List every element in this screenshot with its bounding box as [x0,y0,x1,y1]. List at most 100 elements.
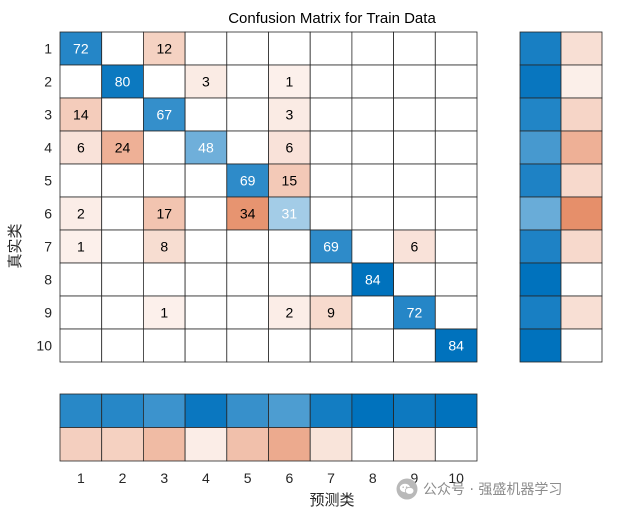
matrix-cell-3-5 [226,97,269,132]
matrix-cell-7-7 [309,229,353,264]
matrix-cell-5-4 [184,163,228,198]
cell-value: 69 [240,173,256,189]
row-summary-incorrect-6 [560,196,603,231]
matrix-cell-6-3 [142,196,186,231]
col-summary-correct-10 [434,393,478,428]
matrix-cell-9-1 [59,295,103,330]
x-tick-label: 10 [448,470,464,486]
cell-value: 9 [327,305,335,321]
cell-value: 15 [282,173,298,189]
matrix-cell-7-8 [351,229,394,264]
matrix-cell-5-1 [59,163,103,198]
matrix-cell-7-9 [393,229,436,264]
x-tick-label: 6 [285,470,293,486]
matrix-cell-8-9 [393,262,436,297]
matrix-cell-1-10 [434,31,478,66]
matrix-cell-10-4 [184,328,228,363]
cell-value: 3 [202,74,210,90]
matrix-cell-4-7 [309,130,353,165]
matrix-cell-10-5 [226,328,269,363]
matrix-cell-10-7 [309,328,353,363]
matrix-cell-3-4 [184,97,228,132]
cell-value: 8 [160,239,168,255]
row-summary-correct-6 [519,196,562,231]
y-tick-label: 10 [36,338,52,354]
matrix-cell-7-5 [226,229,269,264]
row-summary-correct-7 [519,229,562,264]
matrix-cell-6-7 [309,196,353,231]
cell-value: 72 [407,305,423,321]
matrix-cell-10-2 [101,328,144,363]
y-axis-label: 真实类 [6,223,24,268]
x-tick-label: 2 [119,470,127,486]
col-summary-incorrect-3 [142,427,186,462]
matrix-cell-1-6 [268,31,311,66]
row-summary-incorrect-8 [560,262,603,297]
cell-value: 72 [73,41,89,57]
col-summary-correct-7 [309,393,353,428]
matrix-cell-5-9 [393,163,436,198]
row-summary-incorrect-4 [560,130,603,165]
col-summary-incorrect-2 [101,427,144,462]
matrix-cell-1-3 [142,31,186,66]
col-summary-correct-2 [101,393,144,428]
cell-value: 17 [156,206,172,222]
row-summary-correct-9 [519,295,562,330]
y-tick-label: 3 [44,107,52,123]
matrix-cell-1-9 [393,31,436,66]
cell-value: 1 [77,239,85,255]
matrix-cell-9-2 [101,295,144,330]
row-summary-correct-2 [519,64,562,99]
row-summary-correct-3 [519,97,562,132]
matrix-cell-3-10 [434,97,478,132]
col-summary-correct-8 [351,393,394,428]
matrix-cell-4-2 [101,130,144,165]
matrix-cell-4-3 [142,130,186,165]
y-tick-label: 7 [44,239,52,255]
cell-value: 34 [240,206,256,222]
col-summary-incorrect-8 [351,427,394,462]
x-tick-label: 4 [202,470,210,486]
matrix-cell-8-10 [434,262,478,297]
col-summary-correct-3 [142,393,186,428]
cell-value: 84 [448,338,464,354]
matrix-cell-6-8 [351,196,394,231]
matrix-cell-3-9 [393,97,436,132]
matrix-cell-4-8 [351,130,394,165]
matrix-cell-2-1 [59,64,103,99]
matrix-cell-4-9 [393,130,436,165]
col-summary-correct-4 [184,393,228,428]
matrix-cell-3-8 [351,97,394,132]
col-summary-correct-5 [226,393,269,428]
col-summary-incorrect-10 [434,427,478,462]
cell-value: 69 [323,239,339,255]
matrix-cell-7-10 [434,229,478,264]
matrix-cell-10-8 [351,328,394,363]
matrix-cell-10-9 [393,328,436,363]
matrix-cell-5-10 [434,163,478,198]
cell-value: 1 [160,305,168,321]
y-tick-label: 4 [44,140,52,156]
matrix-cell-8-3 [142,262,186,297]
matrix-cell-6-2 [101,196,144,231]
cell-value: 80 [115,74,131,90]
row-summary-incorrect-9 [560,295,603,330]
cell-value: 12 [156,41,172,57]
x-tick-label: 5 [244,470,252,486]
col-summary-incorrect-1 [59,427,103,462]
matrix-cell-6-9 [393,196,436,231]
matrix-cell-3-6 [268,97,311,132]
matrix-cell-7-1 [59,229,103,264]
matrix-cell-8-2 [101,262,144,297]
matrix-cell-7-2 [101,229,144,264]
row-summary [519,31,603,363]
matrix-cell-8-1 [59,262,103,297]
matrix-cell-7-3 [142,229,186,264]
row-summary-incorrect-7 [560,229,603,264]
row-summary-incorrect-10 [560,328,603,363]
matrix-cell-4-5 [226,130,269,165]
col-summary-incorrect-9 [393,427,436,462]
matrix-cell-8-4 [184,262,228,297]
cell-value: 14 [73,107,89,123]
